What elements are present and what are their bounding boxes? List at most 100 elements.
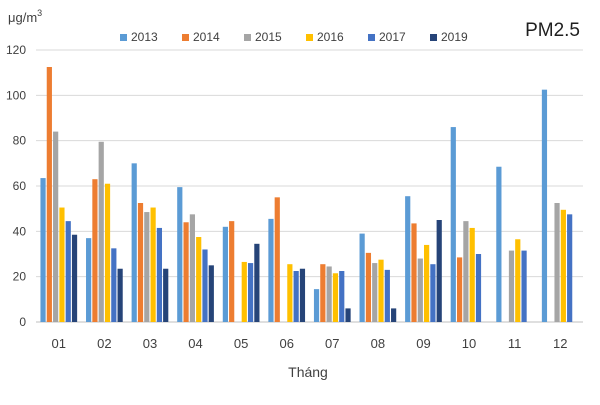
y-tick-label: 60 [13,179,27,193]
x-tick-label: 10 [462,336,476,351]
x-tick-label: 04 [188,336,202,351]
bar-2016-10 [469,227,475,322]
bar-2015-01 [53,131,59,322]
x-tick-label: 05 [234,336,248,351]
bar-2014-09 [411,223,417,322]
legend-label-2014: 2014 [193,30,220,44]
legend-swatch-2017 [368,34,375,41]
bar-2019-08 [391,308,397,322]
x-tick-label: 07 [325,336,339,351]
bar-2016-11 [515,239,521,322]
bar-2015-12 [554,203,560,322]
y-tick-label: 80 [13,134,27,148]
bar-2015-02 [98,141,104,322]
bar-2016-01 [59,207,65,322]
bar-2016-12 [560,209,566,322]
bar-2013-05 [222,226,228,322]
bar-2015-07 [326,266,332,322]
bar-2016-05 [241,261,247,322]
bar-2015-03 [144,212,150,322]
bar-2017-10 [475,254,482,322]
y-tick-label: 100 [6,88,26,102]
legend-label-2019: 2019 [441,30,468,44]
bar-2017-04 [202,249,208,322]
bar-2016-07 [332,273,339,322]
bar-2013-01 [40,178,46,322]
bar-2014-06 [274,197,280,322]
x-tick-label: 02 [97,336,111,351]
axes-layer: 0 20 40 60 80 100 120 01 02 03 04 05 06 07 08 09 10 11 12 [6,43,567,351]
y-tick-label: 120 [6,43,26,57]
x-tick-label: 09 [416,336,430,351]
x-axis-label: Tháng [288,364,328,380]
bar-2014-02 [92,179,98,322]
chart-title: PM2.5 [525,20,580,41]
bar-2019-05 [254,243,260,322]
bar-2016-04 [196,237,202,322]
bar-2017-05 [247,263,254,322]
bar-2014-03 [137,203,144,322]
bar-2014-08 [365,252,372,322]
legend-swatch-2015 [244,34,251,41]
bar-2013-07 [313,289,320,322]
bar-2017-07 [339,271,345,322]
bar-2019-04 [208,265,214,322]
bar-2013-09 [405,196,411,322]
bar-2015-04 [189,214,195,322]
bars-layer [40,67,573,323]
bar-2016-09 [424,244,430,322]
x-tick-label: 08 [371,336,385,351]
bar-2017-11 [521,250,527,322]
grid-layer [36,49,583,323]
bar-2013-11 [496,166,502,322]
legend-label-2017: 2017 [379,30,406,44]
bar-2014-01 [46,67,52,322]
bar-2013-03 [131,163,137,322]
bar-2019-03 [163,268,169,322]
bar-2015-10 [463,221,469,322]
bar-2013-08 [359,233,365,322]
bar-2014-04 [183,222,189,322]
bar-2019-01 [71,234,78,322]
bar-2016-02 [104,183,111,322]
legend-swatch-2014 [182,34,189,41]
bar-2017-08 [384,269,390,322]
bar-2016-06 [287,264,293,322]
bar-2015-11 [508,250,515,322]
bar-2019-09 [436,220,442,322]
bar-2016-08 [378,259,384,322]
y-tick-label: 0 [19,315,26,329]
bar-2013-12 [541,89,548,323]
x-tick-label: 11 [508,336,522,351]
x-tick-label: 06 [279,336,293,351]
bar-2013-06 [268,218,274,322]
bar-2017-12 [567,214,573,322]
bar-2017-02 [111,248,117,322]
bar-2015-08 [372,263,378,322]
bar-2014-05 [229,221,235,322]
legend-label-2013: 2013 [131,30,158,44]
bar-2013-02 [86,238,92,322]
legend-label-2016: 2016 [317,30,344,44]
bar-2013-10 [450,127,456,322]
legend-swatch-2013 [120,34,127,41]
bar-2014-10 [456,257,463,322]
legend-swatch-2019 [430,34,437,41]
bar-2019-06 [299,268,306,322]
y-tick-label: 40 [13,224,27,238]
bar-2019-02 [117,268,123,322]
x-tick-label: 12 [553,336,567,351]
bar-2016-03 [150,207,156,322]
y-tick-label: 20 [13,270,27,284]
bar-2017-03 [156,227,163,322]
bar-2015-09 [417,258,423,322]
x-tick-label: 01 [52,336,66,351]
legend: 2013 2014 2015 2016 2017 2019 [120,30,468,44]
legend-label-2015: 2015 [255,30,282,44]
bar-2017-06 [293,271,299,322]
bar-2019-07 [345,308,351,322]
bar-2017-01 [65,221,71,322]
y-axis-unit-label: μg/m3 [8,8,42,25]
